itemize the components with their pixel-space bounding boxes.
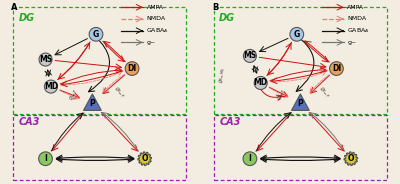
Circle shape: [243, 49, 256, 62]
Circle shape: [290, 27, 304, 41]
Circle shape: [89, 27, 103, 41]
Text: O: O: [348, 154, 354, 163]
Text: CA3: CA3: [18, 117, 40, 127]
Circle shape: [254, 77, 267, 89]
Text: $g_{I\to P}$: $g_{I\to P}$: [275, 88, 288, 102]
Text: O: O: [142, 154, 148, 163]
Text: $g_{E\to P}$: $g_{E\to P}$: [112, 85, 126, 100]
Text: $g_{E\to P}$: $g_{E\to P}$: [317, 85, 331, 100]
Text: I: I: [44, 154, 47, 163]
Text: NMDA: NMDA: [146, 17, 166, 22]
Circle shape: [44, 80, 58, 93]
Circle shape: [39, 152, 52, 166]
Text: DI: DI: [332, 64, 341, 73]
Text: MD: MD: [254, 79, 268, 87]
Polygon shape: [84, 94, 101, 110]
Text: I: I: [248, 154, 251, 163]
Text: AMPA: AMPA: [347, 5, 364, 10]
Text: DG: DG: [219, 13, 235, 23]
Polygon shape: [138, 152, 152, 166]
Text: g~: g~: [146, 40, 156, 45]
Text: AMPA: AMPA: [146, 5, 164, 10]
Polygon shape: [292, 94, 309, 110]
Text: G: G: [93, 30, 99, 39]
Text: NMDA: NMDA: [347, 17, 366, 22]
Text: DG: DG: [18, 13, 34, 23]
Polygon shape: [344, 152, 358, 166]
Circle shape: [243, 152, 257, 166]
Text: CA3: CA3: [219, 117, 241, 127]
Text: $g_{I\to P}$: $g_{I\to P}$: [67, 88, 80, 102]
Text: B: B: [212, 3, 218, 12]
Text: GABA$_A$: GABA$_A$: [347, 26, 370, 35]
Text: MD: MD: [44, 82, 58, 91]
Text: G: G: [294, 30, 300, 39]
Text: DI: DI: [128, 64, 137, 73]
Circle shape: [39, 53, 52, 66]
Text: MS: MS: [39, 55, 52, 64]
Text: GABA$_A$: GABA$_A$: [146, 26, 169, 35]
Text: MS: MS: [243, 52, 256, 60]
Text: A: A: [11, 3, 18, 12]
Circle shape: [330, 62, 343, 75]
Text: g~: g~: [347, 40, 356, 45]
Text: P: P: [298, 99, 303, 108]
Text: $g_{E\to MS}$: $g_{E\to MS}$: [218, 67, 228, 84]
Text: P: P: [90, 99, 95, 108]
Circle shape: [125, 62, 139, 75]
